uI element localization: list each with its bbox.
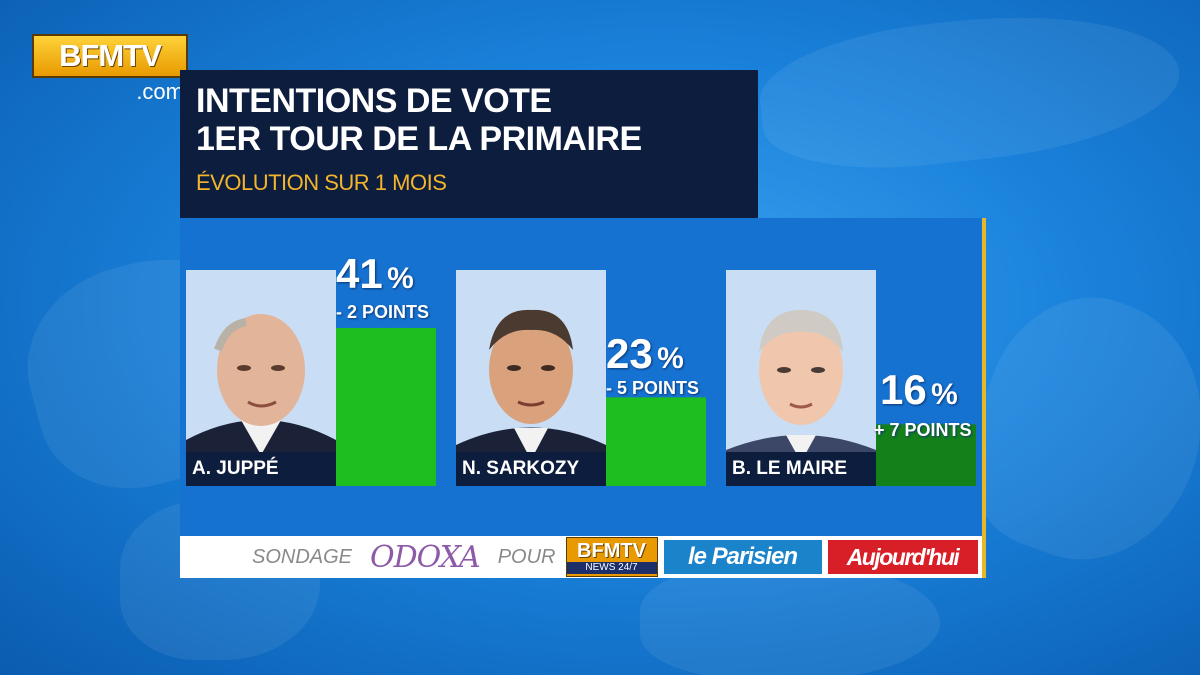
title-line-1: INTENTIONS DE VOTE bbox=[196, 82, 552, 120]
bar-sarkozy bbox=[604, 397, 706, 486]
bar-chart bbox=[334, 328, 976, 486]
value-unit: % bbox=[931, 378, 958, 411]
partner-logo-le-parisien: le Parisien bbox=[663, 540, 822, 574]
source-label-sondage: SONDAGE bbox=[252, 545, 353, 568]
value-number: 23 bbox=[606, 330, 653, 377]
partner-logo-bfmtv: BFMTV NEWS 24/7 bbox=[565, 537, 658, 577]
chart-subtitle: ÉVOLUTION SUR 1 MOIS bbox=[196, 170, 447, 195]
title-line-2: 1ER TOUR DE LA PRIMAIRE bbox=[196, 120, 642, 158]
partner-bfmtv-tagline: NEWS 24/7 bbox=[566, 562, 657, 574]
candidate-card-sarkozy: N. SARKOZY bbox=[456, 270, 606, 486]
candidate-name: B. LE MAIRE bbox=[726, 452, 876, 486]
logo-text: BFMTV bbox=[32, 34, 188, 78]
pollster-logo: ODOXA bbox=[370, 539, 481, 575]
data-label-juppe: 41 % bbox=[336, 250, 414, 298]
value-unit: % bbox=[657, 342, 684, 375]
partner-bfmtv-name: BFMTV bbox=[577, 540, 646, 562]
bar-le-maire bbox=[874, 424, 976, 486]
value-number: 41 bbox=[336, 250, 383, 297]
source-label-pour: POUR bbox=[497, 545, 556, 568]
value-unit: % bbox=[387, 262, 414, 295]
candidate-card-le-maire: B. LE MAIRE bbox=[726, 270, 876, 486]
value-number: 16 bbox=[880, 366, 927, 413]
chart-panel: A. JUPPÉ N. SARKOZY B. LE MAIRE bbox=[180, 218, 986, 578]
chart-header: INTENTIONS DE VOTE 1ER TOUR DE LA PRIMAI… bbox=[180, 70, 758, 218]
change-label-sarkozy: - 5 POINTS bbox=[606, 378, 700, 398]
change-label-juppe: - 2 POINTS bbox=[336, 302, 430, 322]
map-shape bbox=[640, 560, 940, 675]
candidate-name: N. SARKOZY bbox=[456, 452, 606, 486]
candidate-card-juppe: A. JUPPÉ bbox=[186, 270, 336, 486]
change-label-le-maire: + 7 POINTS bbox=[874, 420, 972, 440]
data-label-sarkozy: 23 % bbox=[606, 330, 684, 378]
map-shape bbox=[753, 0, 1187, 182]
source-bar: SONDAGE ODOXA POUR BFMTV NEWS 24/7 le Pa… bbox=[180, 536, 982, 578]
data-label-le-maire: 16 % bbox=[880, 366, 958, 414]
logo-domain: .com bbox=[136, 79, 184, 104]
partner-logo-aujourdhui: Aujourd'hui bbox=[827, 540, 978, 574]
bar-juppe bbox=[334, 328, 436, 486]
candidate-name: A. JUPPÉ bbox=[186, 452, 336, 486]
bfmtv-logo: BFMTV .com bbox=[32, 34, 188, 105]
